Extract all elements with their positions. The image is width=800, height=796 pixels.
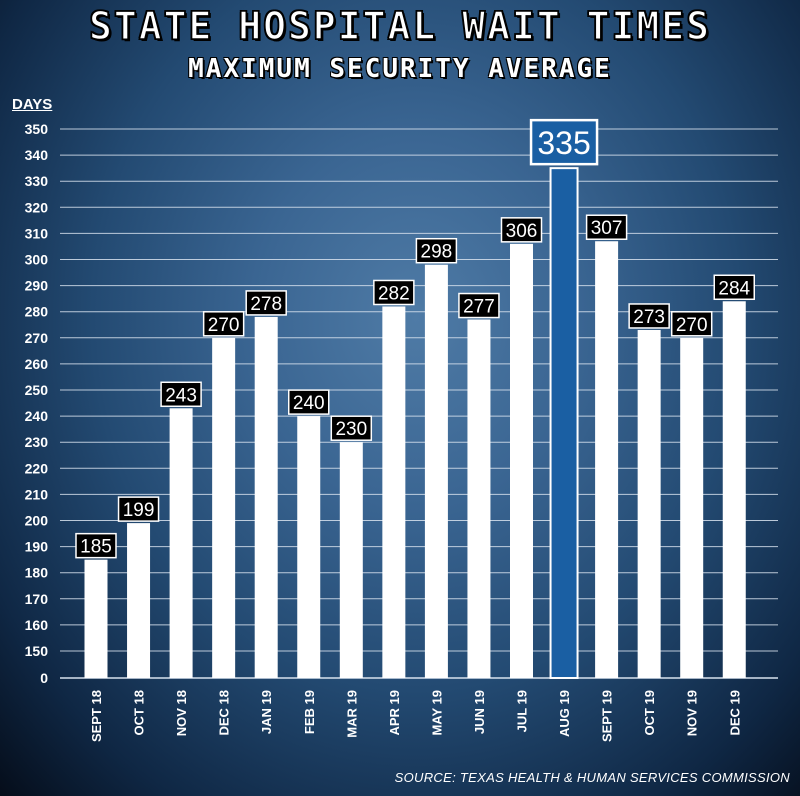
y-tick-label: 290 [25, 278, 49, 294]
data-labels: 185 199 243 270 278 240 230 282 298 277 306 335 307 2… [75, 118, 755, 559]
x-tick-label: OCT 19 [642, 690, 657, 736]
bar-dec-19 [722, 301, 746, 678]
data-label: 282 [378, 283, 410, 304]
x-tick-label: AUG 19 [557, 690, 572, 737]
x-tick-label: JUL 19 [515, 690, 530, 732]
bar-sept-18 [84, 559, 108, 678]
bar-sept-19 [595, 241, 619, 679]
data-label: 298 [421, 242, 453, 263]
bar-nov-18 [169, 408, 193, 678]
y-tick-label: 150 [25, 643, 49, 659]
x-tick-label: MAY 19 [429, 690, 444, 736]
data-label-box [458, 292, 500, 319]
source-note: SOURCE: TEXAS HEALTH & HUMAN SERVICES CO… [394, 770, 790, 785]
y-tick-label: 260 [25, 356, 49, 372]
data-label-box [670, 311, 713, 337]
bar-jul-19 [510, 243, 533, 678]
y-tick-label: 240 [25, 408, 49, 424]
y-tick-label: 190 [25, 539, 49, 555]
y-tick-label: 250 [25, 382, 49, 398]
data-label: 273 [633, 307, 665, 328]
data-label-box [160, 381, 202, 408]
y-axis-label: DAYS [12, 96, 53, 113]
y-tick-label: 220 [25, 460, 49, 476]
data-label: 335 [537, 125, 590, 161]
data-label-box [245, 290, 287, 316]
data-label: 278 [250, 294, 282, 315]
bar-oct-19 [637, 329, 661, 678]
data-label: 230 [335, 419, 367, 440]
data-label-box [202, 311, 245, 337]
y-tick-label: 320 [25, 199, 49, 215]
data-label: 306 [506, 221, 538, 242]
bar-jun-19 [467, 319, 491, 678]
y-tick-label: 270 [25, 330, 49, 346]
y-tick-label: 330 [25, 173, 49, 189]
data-label: 270 [676, 315, 708, 336]
data-label-box [373, 279, 415, 306]
x-tick-label: OCT 18 [132, 690, 147, 736]
x-axis-ticks: SEPT 18 OCT 18 NOV 18 DEC 18 JAN 19 FEB 19 MAR… [89, 690, 742, 742]
data-label-box [628, 303, 670, 329]
y-tick-label: 180 [25, 565, 49, 581]
x-tick-label: SEPT 18 [89, 690, 104, 742]
bar-dec-18 [212, 337, 236, 678]
data-label-box [713, 274, 755, 301]
bar-jan-19 [254, 316, 278, 678]
x-tick-label: NOV 18 [174, 690, 189, 736]
bar-feb-19 [297, 416, 321, 678]
x-tick-label: DEC 19 [727, 690, 742, 736]
y-tick-label: 200 [25, 513, 49, 529]
bar-oct-18 [127, 523, 151, 678]
y-tick-label: 280 [25, 304, 49, 320]
data-label-box [585, 214, 628, 240]
bar-nov-19 [680, 337, 704, 678]
y-tick-label: 230 [25, 434, 49, 450]
data-label: 185 [80, 537, 112, 558]
x-tick-label: NOV 19 [685, 690, 700, 736]
x-tick-label: APR 19 [387, 690, 402, 736]
y-tick-label: 340 [25, 147, 49, 163]
x-tick-label: FEB 19 [302, 690, 317, 734]
y-tick-label: 0 [40, 670, 48, 686]
data-label: 277 [463, 297, 495, 318]
data-label-box [415, 237, 458, 264]
data-label: 270 [208, 315, 240, 336]
x-tick-label: DEC 18 [217, 690, 232, 736]
data-label: 243 [165, 385, 197, 406]
data-label: 284 [718, 278, 750, 299]
y-tick-label: 350 [25, 121, 49, 137]
y-tick-label: 300 [25, 252, 49, 268]
y-axis-ticks: 0 150 160 170 180 190 200 210 220 230 240 250 260 270… [25, 121, 49, 686]
bars [84, 167, 746, 679]
bar-apr-19 [382, 306, 406, 678]
x-tick-label: MAR 19 [344, 690, 359, 738]
chart-subtitle: MAXIMUM SECURITY AVERAGE [188, 54, 612, 84]
y-tick-label: 310 [25, 225, 49, 241]
highlight-label-box [529, 118, 599, 166]
data-label-box [288, 389, 330, 415]
y-tick-label: 160 [25, 617, 49, 633]
data-label: 199 [123, 500, 155, 521]
data-label: 307 [591, 218, 623, 239]
y-tick-label: 210 [25, 486, 49, 502]
bar-may-19 [424, 264, 448, 678]
x-tick-label: JUN 19 [472, 690, 487, 734]
y-tick-label: 170 [25, 591, 49, 607]
x-tick-label: JAN 19 [259, 690, 274, 734]
bar-mar-19 [339, 442, 363, 678]
bar-aug-19 [549, 167, 579, 679]
data-label-box [330, 415, 373, 441]
chart-title: STATE HOSPITAL WAIT TIMES [88, 3, 711, 49]
data-label-box [500, 217, 543, 243]
x-tick-label: SEPT 19 [600, 690, 615, 742]
data-label-box [75, 532, 117, 559]
data-label: 240 [293, 393, 325, 414]
data-label-box [117, 496, 160, 522]
